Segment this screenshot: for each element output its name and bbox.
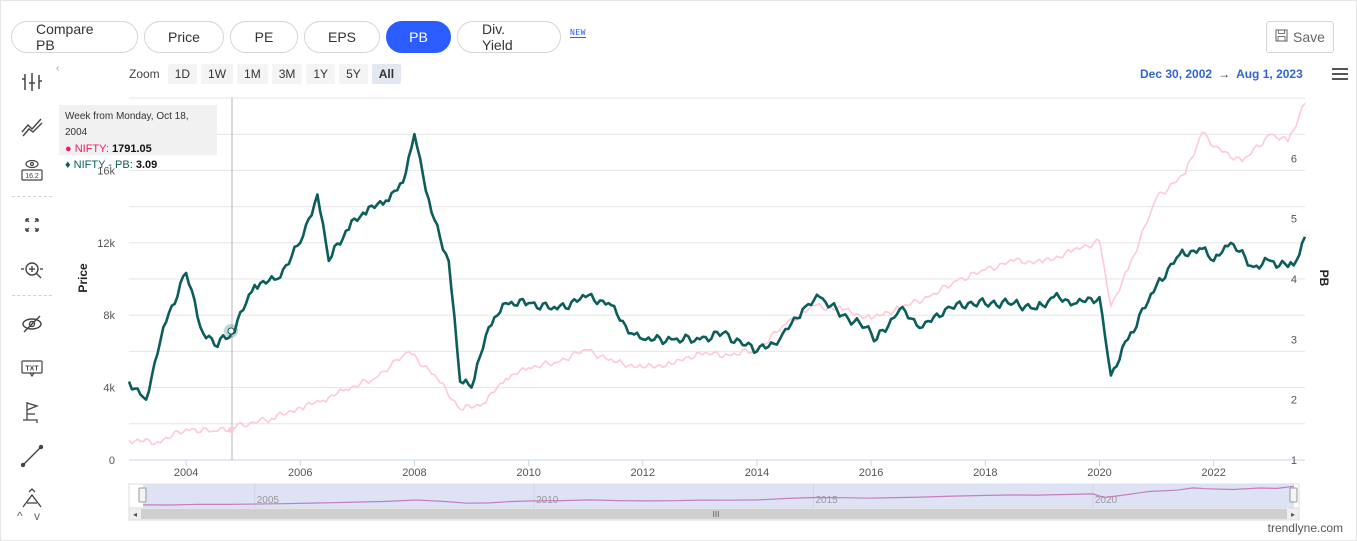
zoom-all[interactable]: All bbox=[371, 64, 402, 84]
navigator-selection[interactable] bbox=[143, 484, 1294, 508]
toolbar-divider bbox=[12, 295, 52, 296]
hide-icon[interactable] bbox=[12, 306, 52, 342]
date-range-to[interactable]: Aug 1, 2023 bbox=[1236, 67, 1303, 81]
new-badge: NEW bbox=[570, 28, 586, 38]
y-right-tick-label: 4 bbox=[1291, 274, 1297, 286]
tooltip-date: Week from Monday, Oct 18, 2004 bbox=[65, 111, 189, 138]
series-nifty-price-line bbox=[128, 102, 1306, 446]
tooltip-series1-name: NIFTY bbox=[74, 143, 106, 155]
y-axis-left: 0 4k 8k 12k 16k bbox=[97, 165, 115, 467]
eye-value-icon[interactable]: 16.2 bbox=[12, 152, 52, 188]
scroll-left-icon[interactable]: ◂ bbox=[133, 510, 137, 519]
zoom-controls: Zoom 1D 1W 1M 3M 1Y 5Y All bbox=[129, 64, 402, 84]
save-label: Save bbox=[1293, 29, 1325, 45]
zoom-label: Zoom bbox=[129, 67, 160, 81]
zoom-3m[interactable]: 3M bbox=[271, 64, 303, 84]
zoom-5y[interactable]: 5Y bbox=[339, 64, 368, 84]
y-right-tick-label: 6 bbox=[1291, 153, 1297, 165]
chart-grid bbox=[129, 97, 1305, 461]
navigator-handle-right[interactable] bbox=[1289, 487, 1298, 503]
arrow-right-icon: → bbox=[1218, 67, 1231, 81]
chart-tooltip: Week from Monday, Oct 18, 2004 ● NIFTY: … bbox=[59, 105, 217, 171]
y-right-tick-label: 3 bbox=[1291, 334, 1297, 346]
scrollbar-thumb[interactable] bbox=[141, 509, 1287, 519]
y-left-tick-label: 16k bbox=[97, 165, 115, 177]
y-left-tick-label: 12k bbox=[97, 238, 115, 250]
x-tick-label: 2014 bbox=[745, 467, 769, 479]
save-icon bbox=[1275, 29, 1288, 45]
hover-marker-pb-dot bbox=[227, 327, 235, 335]
hamburger-menu-icon[interactable] bbox=[1332, 67, 1348, 86]
date-range[interactable]: Dec 30, 2002 → Aug 1, 2023 bbox=[1140, 67, 1303, 81]
y-axis-right: 1 2 3 4 5 6 bbox=[1291, 153, 1297, 467]
svg-text:TXT: TXT bbox=[25, 366, 39, 373]
tab-div-yield[interactable]: Div. Yield bbox=[457, 21, 561, 53]
toolbar-scroll-arrows-icon[interactable]: ^ v bbox=[17, 509, 44, 523]
x-tick-label: 2004 bbox=[174, 467, 198, 479]
y-right-tick-label: 2 bbox=[1291, 395, 1297, 407]
x-tick-label: 2012 bbox=[631, 467, 655, 479]
x-tick-label: 2022 bbox=[1201, 467, 1225, 479]
text-annotation-icon[interactable]: TXT bbox=[12, 350, 52, 386]
y-left-tick-label: 0 bbox=[109, 455, 115, 467]
tooltip-diamond-icon: ♦ bbox=[65, 159, 74, 171]
x-tick-label: 2010 bbox=[516, 467, 540, 479]
tab-eps[interactable]: EPS bbox=[304, 21, 380, 53]
y-axis-right-title: PB bbox=[1317, 270, 1331, 287]
navigator-year-label: 2005 bbox=[257, 495, 280, 506]
y-left-tick-label: 4k bbox=[103, 383, 115, 395]
tooltip-series1-value: 1791.05 bbox=[112, 143, 152, 155]
scrollbar-grip-icon: III bbox=[713, 510, 720, 519]
scroll-right-icon[interactable]: ▸ bbox=[1291, 510, 1295, 519]
chart-series bbox=[127, 102, 1307, 446]
x-tick-label: 2018 bbox=[973, 467, 997, 479]
x-tick-label: 2016 bbox=[859, 467, 883, 479]
tab-price[interactable]: Price bbox=[144, 21, 224, 53]
indicators-icon[interactable] bbox=[12, 64, 52, 100]
zoom-cursor-icon[interactable] bbox=[12, 251, 52, 287]
hover-marker-price bbox=[228, 427, 234, 433]
tooltip-series2-value: 3.09 bbox=[135, 159, 158, 171]
tooltip-bullet-icon: ● bbox=[65, 143, 75, 155]
x-axis: 2004 2006 2008 2010 2012 2014 2016 2018 2020 2022 bbox=[174, 460, 1226, 479]
line-tool-icon[interactable] bbox=[12, 438, 52, 474]
zoom-1d[interactable]: 1D bbox=[167, 64, 198, 84]
drawing-toolbar: 16.2 TXT bbox=[12, 64, 52, 526]
collapse-toolbar-icon[interactable]: ‹ bbox=[56, 63, 60, 74]
y-left-tick-label: 8k bbox=[103, 310, 115, 322]
series-nifty-pb-line bbox=[127, 132, 1307, 401]
date-range-from[interactable]: Dec 30, 2002 bbox=[1140, 67, 1213, 81]
credit-text: trendlyne.com bbox=[1267, 521, 1343, 535]
navigator-handle-left[interactable] bbox=[138, 487, 147, 503]
fibonacci-icon[interactable] bbox=[12, 482, 52, 518]
toolbar-divider bbox=[12, 196, 52, 197]
y-right-tick-label: 1 bbox=[1291, 455, 1297, 467]
tab-pb[interactable]: PB bbox=[386, 21, 451, 53]
navigator-year-label: 2020 bbox=[1095, 495, 1118, 506]
metric-tabs: Compare PB Price PE EPS PB Div. Yield bbox=[11, 21, 561, 53]
tab-pe[interactable]: PE bbox=[230, 21, 298, 53]
compare-lines-icon[interactable] bbox=[12, 108, 52, 144]
svg-text:16.2: 16.2 bbox=[25, 173, 39, 180]
x-tick-label: 2006 bbox=[288, 467, 312, 479]
y-right-tick-label: 5 bbox=[1291, 214, 1297, 226]
zoom-1w[interactable]: 1W bbox=[201, 64, 234, 84]
flag-icon[interactable] bbox=[12, 394, 52, 430]
zoom-1m[interactable]: 1M bbox=[237, 64, 268, 84]
navigator-series bbox=[142, 485, 1295, 506]
navigator-year-label: 2015 bbox=[815, 495, 838, 506]
fullscreen-icon[interactable] bbox=[12, 207, 52, 243]
save-button[interactable]: Save bbox=[1266, 21, 1334, 53]
tooltip-series2-name: NIFTY - PB bbox=[73, 159, 130, 171]
zoom-1y[interactable]: 1Y bbox=[306, 64, 336, 84]
x-tick-label: 2008 bbox=[402, 467, 426, 479]
tab-compare-pb[interactable]: Compare PB bbox=[11, 21, 138, 53]
x-tick-label: 2020 bbox=[1087, 467, 1111, 479]
y-axis-left-title: Price bbox=[76, 263, 90, 293]
